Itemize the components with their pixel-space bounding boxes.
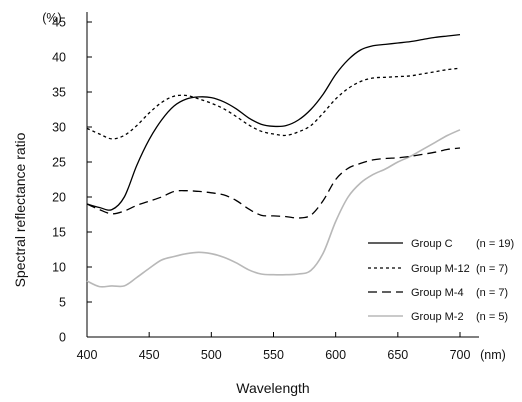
- legend-n-label: (n = 7): [476, 287, 508, 299]
- series-line-group-m-2: [86, 129, 461, 288]
- legend-label: Group M-12: [411, 263, 470, 275]
- x-unit-label: (nm): [480, 348, 506, 362]
- y-tick-label: 25: [52, 156, 66, 170]
- x-tick-label: 550: [263, 348, 284, 362]
- x-tick-label: 400: [77, 348, 98, 362]
- plot-area: [86, 12, 479, 338]
- series-line-group-m-4: [86, 147, 461, 219]
- y-unit-label: (%): [42, 11, 61, 25]
- legend-n-label: (n = 19): [476, 238, 514, 250]
- legend-n-label: (n = 7): [476, 263, 508, 275]
- series-lines: [86, 33, 461, 288]
- legend-n-label: (n = 5): [476, 311, 508, 323]
- y-tick-label: 40: [52, 51, 66, 65]
- x-axis-ticks: 400 450 500 550 600 650 700: [77, 332, 471, 362]
- y-tick-label: 5: [59, 296, 66, 310]
- legend: Group C (n = 19) Group M-12 (n = 7) Group M-…: [368, 238, 514, 323]
- legend-label: Group M-2: [411, 311, 464, 323]
- y-tick-label: 10: [52, 261, 66, 275]
- x-tick-label: 450: [139, 348, 160, 362]
- x-tick-label: 500: [201, 348, 222, 362]
- y-tick-label: 0: [59, 331, 66, 345]
- y-tick-label: 35: [52, 86, 66, 100]
- y-tick-label: 45: [52, 16, 66, 30]
- x-tick-label: 700: [450, 348, 471, 362]
- y-axis-title: Spectral reflectance ratio: [12, 132, 28, 287]
- x-tick-label: 600: [325, 348, 346, 362]
- series-line-group-m-12: [86, 67, 461, 140]
- x-axis-title: Wavelength: [236, 380, 309, 396]
- y-tick-label: 15: [52, 226, 66, 240]
- y-tick-label: 30: [52, 121, 66, 135]
- y-tick-label: 20: [52, 191, 66, 205]
- legend-label: Group M-4: [411, 287, 464, 299]
- y-axis-ticks: 0 5 10 15 20 25 30 35 40 45: [52, 16, 92, 345]
- legend-label: Group C: [411, 238, 453, 250]
- series-line-group-c: [86, 33, 461, 211]
- x-tick-label: 650: [387, 348, 408, 362]
